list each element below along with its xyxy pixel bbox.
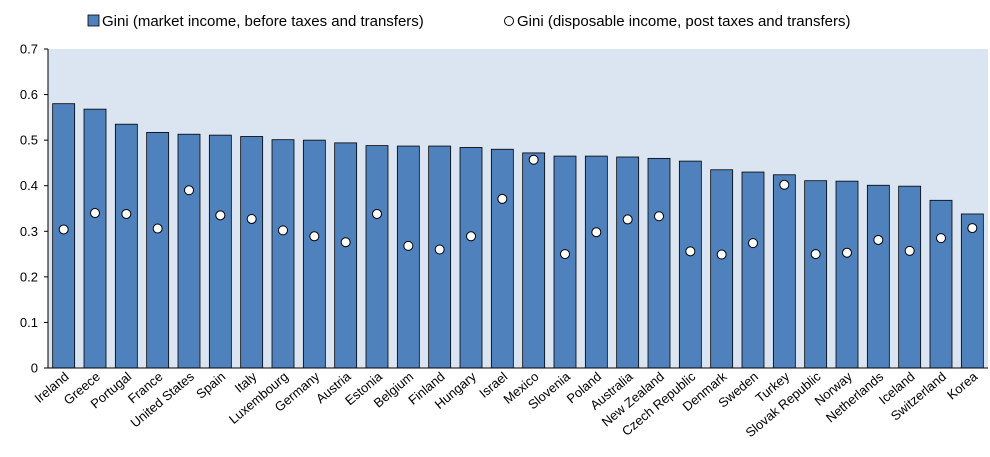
point bbox=[528, 154, 539, 165]
bar bbox=[271, 139, 295, 369]
point bbox=[936, 233, 946, 244]
bar bbox=[678, 160, 702, 369]
bar bbox=[616, 156, 640, 369]
point bbox=[842, 247, 852, 258]
bar bbox=[835, 180, 859, 369]
bar bbox=[553, 155, 577, 369]
legend: Gini (market income, before taxes and tr… bbox=[87, 13, 851, 30]
y-tick-label: 0.4 bbox=[20, 178, 38, 193]
point bbox=[466, 231, 476, 242]
bar bbox=[334, 142, 358, 369]
point bbox=[685, 246, 696, 257]
y-tick-label: 0.5 bbox=[20, 133, 38, 148]
y-tick-label: 0 bbox=[31, 361, 38, 376]
point bbox=[215, 210, 226, 221]
bar bbox=[772, 174, 796, 369]
bar bbox=[584, 155, 608, 369]
point bbox=[121, 208, 132, 219]
bar bbox=[459, 147, 483, 369]
bar bbox=[177, 133, 201, 369]
point bbox=[873, 234, 884, 245]
point bbox=[434, 244, 445, 255]
point bbox=[309, 231, 320, 242]
point bbox=[779, 179, 790, 190]
x-tick-label: Spain bbox=[193, 369, 228, 402]
point bbox=[90, 208, 100, 219]
bars bbox=[52, 103, 984, 369]
point bbox=[58, 224, 69, 235]
bar bbox=[804, 180, 828, 369]
bar bbox=[208, 134, 232, 369]
point bbox=[152, 223, 163, 234]
y-tick-label: 0.2 bbox=[20, 269, 38, 284]
bar bbox=[114, 123, 138, 369]
point bbox=[560, 249, 570, 260]
point bbox=[622, 214, 633, 225]
y-tick-label: 0.1 bbox=[20, 315, 38, 330]
point bbox=[904, 245, 915, 256]
bar bbox=[490, 148, 514, 369]
y-tick-label: 0.6 bbox=[20, 87, 38, 102]
bar bbox=[866, 184, 890, 369]
bar bbox=[522, 152, 546, 369]
point bbox=[403, 240, 414, 251]
point bbox=[278, 225, 288, 236]
bar bbox=[52, 103, 76, 369]
point bbox=[591, 227, 602, 238]
bar bbox=[647, 157, 671, 369]
bar bbox=[365, 145, 389, 369]
y-tick-label: 0.7 bbox=[20, 42, 38, 57]
legend-bar-label: Gini (market income, before taxes and tr… bbox=[102, 13, 424, 30]
point bbox=[184, 185, 194, 196]
bar bbox=[146, 131, 170, 369]
point bbox=[716, 249, 727, 260]
bar bbox=[960, 213, 984, 369]
bar bbox=[741, 171, 765, 369]
bar bbox=[240, 136, 264, 369]
plot-area bbox=[48, 49, 988, 368]
bar bbox=[428, 145, 452, 369]
bar bbox=[396, 145, 420, 369]
legend-bar-swatch bbox=[87, 14, 100, 27]
points bbox=[58, 154, 978, 260]
bar bbox=[710, 169, 734, 369]
point bbox=[372, 208, 382, 219]
bar bbox=[898, 185, 922, 369]
legend-point-swatch bbox=[504, 16, 514, 26]
legend-point-label: Gini (disposable income, post taxes and … bbox=[517, 13, 851, 30]
bar bbox=[929, 199, 953, 369]
y-axis: 0 0.1 0.2 0.3 0.4 0.5 0.6 0.7 bbox=[20, 42, 49, 376]
point bbox=[246, 213, 257, 224]
x-tick-label: Korea bbox=[944, 368, 981, 402]
point bbox=[654, 211, 664, 222]
bar bbox=[302, 139, 326, 369]
bar bbox=[83, 108, 107, 369]
point bbox=[497, 193, 508, 204]
y-tick-label: 0.3 bbox=[20, 224, 38, 239]
point bbox=[340, 237, 351, 248]
point bbox=[967, 223, 978, 234]
point bbox=[748, 238, 758, 249]
point bbox=[810, 249, 821, 260]
